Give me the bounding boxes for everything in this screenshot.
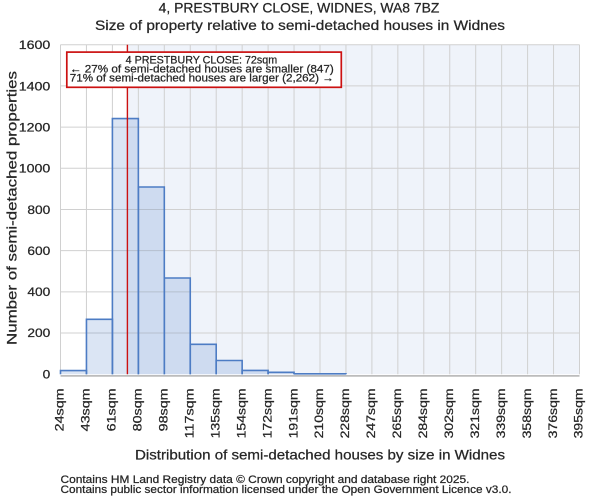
svg-text:400: 400 [27, 285, 50, 299]
svg-text:4 PRESTBURY CLOSE: 72sqm: 4 PRESTBURY CLOSE: 72sqm [126, 54, 278, 66]
svg-text:284sqm: 284sqm [416, 388, 430, 438]
svg-text:395sqm: 395sqm [572, 388, 586, 438]
svg-text:247sqm: 247sqm [364, 388, 378, 438]
svg-text:321sqm: 321sqm [468, 388, 482, 438]
svg-text:61sqm: 61sqm [105, 388, 119, 431]
svg-text:24sqm: 24sqm [53, 388, 67, 431]
svg-text:200: 200 [27, 326, 50, 340]
svg-text:0: 0 [43, 367, 51, 381]
svg-text:339sqm: 339sqm [494, 388, 508, 438]
svg-text:302sqm: 302sqm [442, 388, 456, 438]
svg-text:228sqm: 228sqm [338, 388, 352, 438]
svg-text:1200: 1200 [19, 121, 51, 135]
svg-text:4, PRESTBURY CLOSE, WIDNES, WA: 4, PRESTBURY CLOSE, WIDNES, WA8 7BZ [159, 0, 440, 16]
svg-text:154sqm: 154sqm [234, 388, 248, 438]
svg-text:Contains public sector informa: Contains public sector information licen… [61, 484, 512, 496]
svg-text:98sqm: 98sqm [157, 388, 171, 431]
svg-text:80sqm: 80sqm [131, 388, 145, 431]
svg-text:Contains HM Land Registry data: Contains HM Land Registry data © Crown c… [61, 474, 470, 486]
svg-text:210sqm: 210sqm [312, 388, 326, 438]
svg-text:71% of semi-detached houses ar: 71% of semi-detached houses are larger (… [70, 72, 334, 84]
svg-text:265sqm: 265sqm [390, 388, 404, 438]
svg-text:43sqm: 43sqm [79, 388, 93, 431]
svg-text:800: 800 [27, 203, 50, 217]
svg-text:135sqm: 135sqm [208, 388, 222, 438]
svg-text:1400: 1400 [19, 79, 51, 93]
svg-text:358sqm: 358sqm [520, 388, 534, 438]
svg-text:1600: 1600 [19, 38, 51, 52]
svg-text:191sqm: 191sqm [286, 388, 300, 438]
svg-text:117sqm: 117sqm [182, 388, 196, 438]
svg-text:Size of property relative to s: Size of property relative to semi-detach… [95, 17, 505, 33]
svg-text:← 27% of semi-detached houses: ← 27% of semi-detached houses are smalle… [70, 63, 334, 75]
svg-text:Number of semi-detached proper: Number of semi-detached properties [4, 71, 20, 345]
svg-text:376sqm: 376sqm [546, 388, 560, 438]
svg-text:Distribution of semi-detached: Distribution of semi-detached houses by … [135, 447, 505, 462]
svg-text:600: 600 [27, 244, 50, 258]
svg-text:1000: 1000 [19, 162, 51, 176]
svg-text:172sqm: 172sqm [260, 388, 274, 438]
